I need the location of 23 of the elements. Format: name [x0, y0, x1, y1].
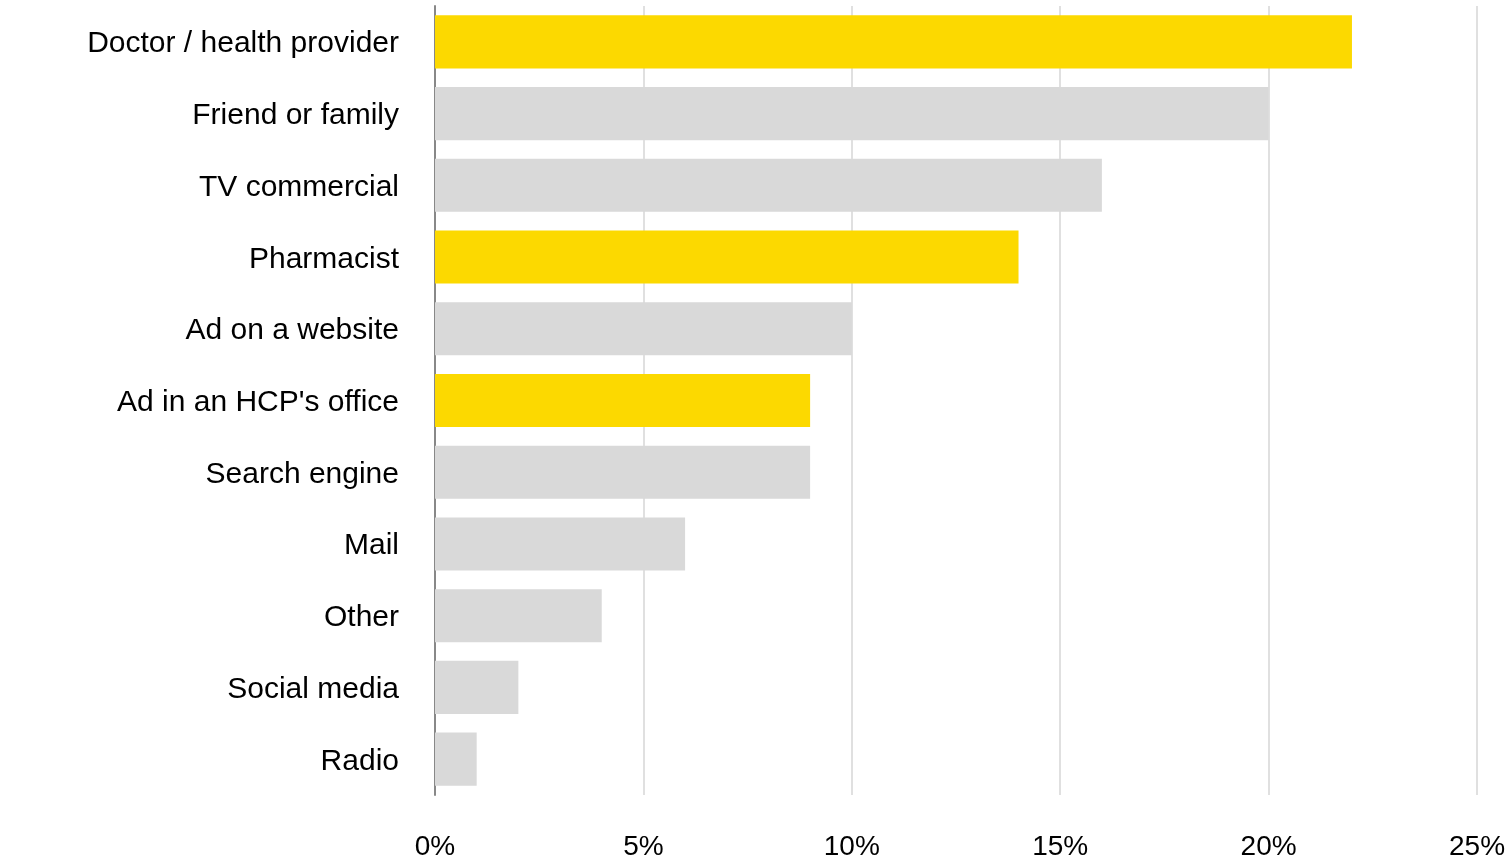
x-tick-label: 10% — [823, 829, 880, 861]
bar — [435, 589, 602, 643]
x-tick-label: 25% — [1448, 829, 1506, 861]
y-tick-label: TV commercial — [198, 168, 399, 202]
y-tick-label: Other — [323, 599, 400, 633]
bar — [435, 660, 519, 714]
bar — [435, 15, 1352, 69]
x-tick-label: 0% — [414, 829, 456, 861]
y-tick-label: Radio — [320, 742, 399, 776]
bar — [435, 373, 811, 428]
y-tick-label: Search engine — [205, 455, 399, 489]
x-tick-label: 20% — [1240, 829, 1297, 861]
y-tick-label: Doctor / health provider — [87, 25, 399, 59]
y-tick-label: Ad on a website — [185, 312, 399, 346]
y-tick-label: Social media — [227, 670, 400, 704]
x-tick-label: 15% — [1032, 829, 1089, 861]
y-tick-label: Pharmacist — [248, 240, 400, 274]
y-tick-label: Mail — [343, 527, 399, 561]
bar — [435, 732, 477, 786]
y-tick-label: Ad in an HCP's office — [117, 384, 399, 417]
bar — [435, 230, 1019, 284]
y-tick-label: Friend or family — [192, 97, 399, 131]
x-tick-label: 5% — [623, 829, 664, 861]
